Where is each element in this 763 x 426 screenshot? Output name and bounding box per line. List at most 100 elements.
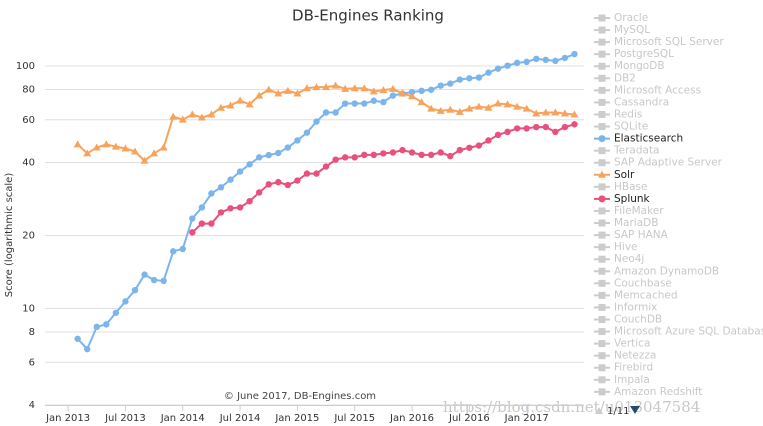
data-point (571, 121, 578, 128)
legend-item[interactable]: FileMaker (594, 205, 664, 217)
data-point (332, 156, 339, 163)
data-point (485, 69, 492, 76)
legend-item[interactable]: Informix (594, 301, 657, 313)
data-point (523, 58, 530, 66)
legend-label: Splunk (614, 193, 651, 205)
legend-page-down[interactable] (630, 406, 640, 414)
data-point (111, 142, 120, 150)
legend-item[interactable]: Netezza (594, 350, 656, 362)
legend-label: Hive (614, 241, 638, 253)
legend-symbol (598, 267, 606, 275)
legend-item[interactable]: Couchbase (594, 277, 672, 289)
data-point (313, 170, 320, 177)
legend-symbol (598, 50, 606, 58)
data-point (541, 108, 550, 116)
legend-item[interactable]: Microsoft Access (594, 84, 701, 96)
legend-symbol (598, 159, 606, 167)
legend-item[interactable]: MySQL (594, 24, 650, 36)
data-point (437, 149, 444, 156)
data-point (542, 123, 549, 131)
data-point (284, 181, 292, 189)
legend-label: Microsoft Azure SQL Database (614, 326, 763, 338)
data-point (178, 115, 187, 123)
data-point (169, 112, 178, 120)
data-point (236, 96, 245, 104)
data-point (207, 110, 216, 118)
legend-item[interactable]: Memcached (594, 289, 678, 301)
data-point (322, 163, 330, 170)
data-point (571, 50, 578, 58)
legend-symbol (598, 38, 606, 46)
data-point (341, 100, 349, 107)
data-point (465, 104, 474, 112)
legend-item[interactable]: Amazon DynamoDB (594, 265, 719, 277)
legend-label: Amazon Redshift (614, 386, 702, 398)
data-point (322, 83, 331, 91)
data-point (303, 170, 311, 177)
x-tick-label: Jul 2016 (448, 413, 490, 424)
legend-item[interactable]: Splunk (594, 193, 651, 205)
data-point (513, 102, 522, 110)
legend-item[interactable]: Microsoft Azure SQL Database (594, 326, 763, 338)
y-tick-label: 6 (29, 357, 35, 368)
legend-label: Impala (614, 374, 650, 386)
legend-label: HBase (614, 181, 647, 193)
data-point (475, 142, 483, 149)
legend-item[interactable]: Oracle (594, 12, 648, 24)
legend-page-up[interactable] (595, 407, 603, 414)
legend-item[interactable]: Vertica (594, 338, 650, 350)
data-point (485, 137, 492, 144)
legend-label: Cassandra (614, 96, 669, 108)
data-point (560, 109, 569, 117)
data-point (179, 245, 186, 253)
data-point (302, 84, 311, 92)
legend-item[interactable]: Neo4j (594, 253, 644, 265)
legend-item[interactable]: Redis (594, 108, 642, 120)
x-tick-label: Jul 2013 (104, 413, 146, 424)
data-point (159, 143, 168, 151)
legend-item[interactable]: HBase (594, 181, 647, 193)
data-point (408, 149, 416, 156)
data-point (466, 144, 473, 151)
data-point (370, 151, 378, 159)
data-point (236, 168, 244, 175)
legend-item[interactable]: Teradata (594, 145, 660, 157)
data-point (313, 118, 320, 125)
data-point (255, 154, 263, 161)
data-point (150, 149, 159, 157)
y-tick-label: 40 (22, 157, 35, 168)
data-point (255, 189, 263, 196)
legend-item[interactable]: Hive (594, 241, 638, 253)
data-point (532, 109, 541, 117)
legend-item[interactable]: Elasticsearch (594, 133, 683, 145)
legend-symbol (598, 98, 606, 106)
data-point (303, 129, 311, 136)
data-point (245, 100, 254, 108)
legend-symbol (598, 219, 606, 227)
data-point (533, 55, 540, 63)
data-point (255, 91, 264, 99)
legend-item[interactable]: Solr (594, 169, 635, 181)
legend-symbol (598, 364, 606, 372)
legend-item[interactable]: Firebird (594, 362, 653, 374)
legend-item[interactable]: DB2 (594, 72, 636, 84)
legend-item[interactable]: Cassandra (594, 96, 669, 108)
data-point (504, 62, 511, 69)
legend-item[interactable]: SAP Adaptive Server (594, 157, 723, 169)
legend-item[interactable]: CouchDB (594, 314, 662, 326)
data-point (513, 125, 521, 132)
legend-item[interactable]: SAP HANA (594, 229, 669, 241)
legend-item[interactable]: Amazon Redshift (594, 386, 702, 398)
series-line (76, 84, 575, 162)
legend-item[interactable]: PostgreSQL (594, 48, 674, 60)
data-point (160, 277, 167, 285)
legend-item[interactable]: SQLite (594, 121, 648, 133)
legend-symbol (598, 340, 606, 348)
data-point (361, 100, 368, 107)
legend-item[interactable]: Microsoft SQL Server (594, 36, 724, 48)
legend-item[interactable]: Impala (594, 374, 650, 386)
data-point (350, 84, 359, 92)
legend-item[interactable]: MongoDB (594, 60, 665, 72)
legend-item[interactable]: MariaDB (594, 217, 658, 229)
